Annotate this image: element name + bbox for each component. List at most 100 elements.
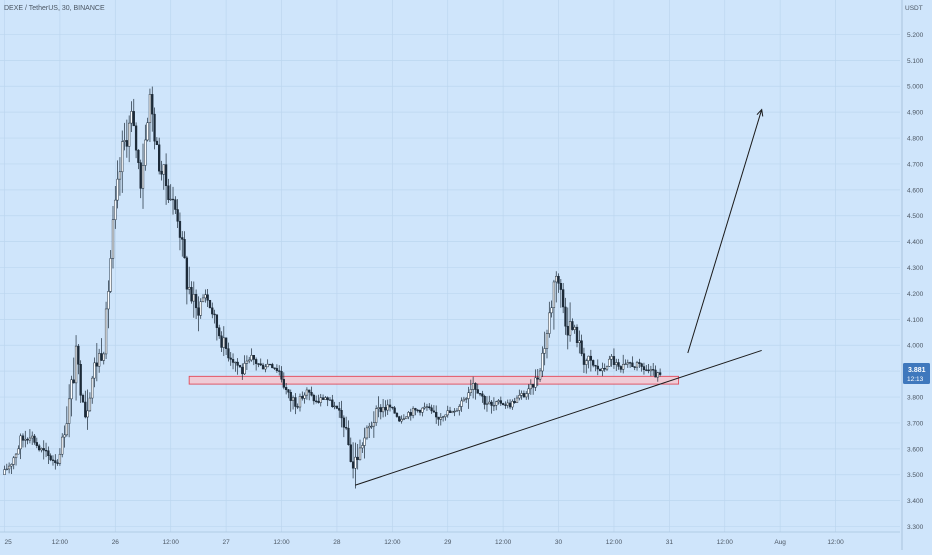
candle-body	[462, 398, 466, 402]
candle-body	[340, 410, 343, 419]
candle-body	[430, 407, 433, 412]
candle-body	[31, 435, 34, 439]
candle-body	[481, 393, 484, 397]
time-tick-label: 26	[112, 539, 120, 546]
candle-body	[268, 363, 272, 366]
candle-body	[658, 372, 662, 375]
candle-body	[111, 219, 115, 259]
candle-body	[86, 410, 89, 418]
candle-body	[324, 397, 327, 400]
candle-body	[458, 406, 461, 411]
price-tag-background	[903, 363, 930, 384]
candle-body	[361, 445, 364, 449]
time-tick-label: 12:00	[717, 539, 734, 546]
candle-body	[640, 363, 643, 367]
candle-body	[465, 398, 468, 400]
candle-body	[598, 368, 602, 372]
candle-body	[585, 360, 588, 365]
candle-body	[326, 397, 329, 401]
candle-body	[328, 399, 332, 401]
candle-body	[162, 164, 165, 175]
candle-body	[252, 355, 255, 360]
price-tick-label: 3.800	[907, 394, 924, 401]
candle-body	[469, 389, 472, 394]
candle-body	[622, 364, 625, 370]
candle-body	[508, 402, 512, 408]
candle-body	[428, 406, 431, 409]
candle-body	[54, 460, 57, 464]
candle-body	[592, 360, 595, 366]
candle-body	[506, 402, 509, 406]
candle-body	[448, 410, 452, 413]
candle-body	[354, 456, 357, 469]
candle-body	[555, 275, 558, 283]
candle-body	[573, 326, 576, 330]
candle-body	[148, 94, 152, 123]
price-tick-label: 4.900	[907, 110, 924, 117]
candle-body	[587, 355, 590, 361]
candle-body	[375, 408, 378, 423]
price-tick-label: 3.400	[907, 498, 924, 505]
candle-body	[575, 326, 579, 343]
candle-body	[229, 357, 232, 360]
candle-body	[137, 149, 140, 163]
candle-body	[245, 360, 249, 364]
candle-body	[349, 444, 352, 462]
candle-body	[132, 111, 135, 127]
candle-body	[645, 369, 648, 371]
candle-body	[518, 395, 521, 399]
candle-body	[310, 392, 313, 396]
candle-body	[566, 325, 569, 336]
candle-body	[44, 449, 48, 452]
candle-body	[483, 396, 486, 405]
candle-body	[492, 404, 496, 407]
candle-body	[284, 387, 288, 390]
candle-body	[298, 396, 302, 408]
candle-body	[395, 413, 399, 417]
candle-body	[451, 411, 454, 413]
symbol-title: DEXE / TetherUS, 30, BINANCE	[4, 5, 105, 12]
candle-body	[169, 198, 172, 201]
candle-body	[194, 294, 198, 309]
candle-body	[14, 453, 18, 459]
candle-body	[130, 111, 133, 124]
candle-body	[213, 313, 216, 316]
time-tick-label: 12:00	[52, 539, 69, 546]
price-tick-label: 4.600	[907, 187, 924, 194]
candle-body	[596, 365, 599, 370]
candle-body	[102, 353, 105, 361]
time-axis[interactable]: 25 12:00 26 12:00 27 12:00 28 12:00 29 12:00 30 12:…	[0, 531, 900, 546]
candle-body	[628, 362, 632, 364]
time-tick-label: 30	[555, 539, 563, 546]
candle-body	[181, 237, 184, 240]
candle-body	[91, 377, 94, 399]
candle-body	[26, 438, 29, 441]
candle-body	[155, 140, 159, 146]
candle-body	[114, 199, 117, 220]
candle-body	[40, 448, 43, 451]
candle-body	[550, 307, 553, 314]
last-price-tag: 3.881 12:13	[903, 363, 930, 384]
candle-body	[631, 362, 634, 368]
candle-body	[501, 403, 505, 406]
price-tick-label: 4.800	[907, 135, 924, 142]
candle-body	[215, 314, 219, 328]
candle-body	[435, 411, 438, 418]
candle-body	[153, 113, 156, 142]
candle-body	[515, 397, 519, 404]
candle-body	[241, 366, 244, 375]
candle-body	[49, 455, 52, 461]
candle-body	[423, 406, 426, 409]
candle-body	[33, 435, 36, 443]
candle-body	[93, 362, 96, 379]
candle-body	[97, 353, 101, 367]
candle-body	[471, 383, 475, 390]
candle-body	[511, 401, 514, 408]
time-tick-label: 12:00	[606, 539, 623, 546]
candle-body	[612, 356, 616, 365]
candle-body	[421, 407, 424, 413]
candle-body	[615, 362, 618, 365]
